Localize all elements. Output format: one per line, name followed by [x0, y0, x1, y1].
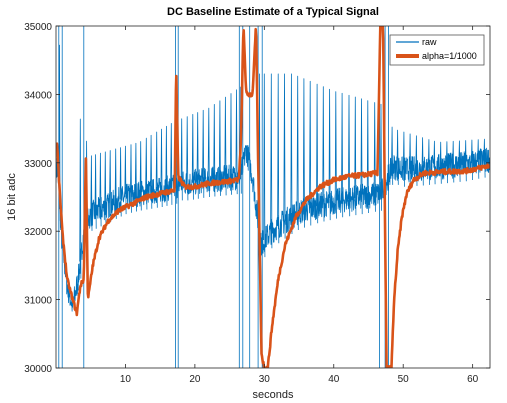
legend-box	[389, 34, 485, 66]
axes: 10 20 30 40 50 60 30000 31000 32000 33000 34000 350…	[24, 22, 491, 385]
plot-area	[56, 26, 490, 368]
x-axis-label: seconds	[253, 389, 294, 401]
series-alpha-line	[56, 26, 490, 368]
x-tick-label: 20	[189, 374, 201, 385]
y-tick-label: 31000	[24, 296, 52, 307]
legend-label-raw: raw	[422, 37, 437, 47]
y-tick-label: 33000	[24, 159, 52, 170]
x-tick-label: 40	[328, 374, 340, 385]
y-tick-label: 34000	[24, 90, 52, 101]
axes-frame	[55, 25, 491, 369]
x-tick-label: 10	[120, 374, 132, 385]
y-tick-label: 32000	[24, 227, 52, 238]
x-tick-label: 50	[398, 374, 410, 385]
x-tick-label: 60	[467, 374, 479, 385]
y-tick-label: 30000	[24, 364, 52, 375]
chart-title: DC Baseline Estimate of a Typical Signal	[167, 6, 379, 18]
y-axis-label: 16 bit adc	[6, 173, 18, 221]
x-tick-label: 30	[259, 374, 271, 385]
y-tick-label: 35000	[24, 22, 52, 33]
legend: raw alpha=1/1000	[389, 34, 485, 66]
legend-label-alpha: alpha=1/1000	[422, 51, 477, 61]
series-raw-line	[56, 26, 490, 368]
